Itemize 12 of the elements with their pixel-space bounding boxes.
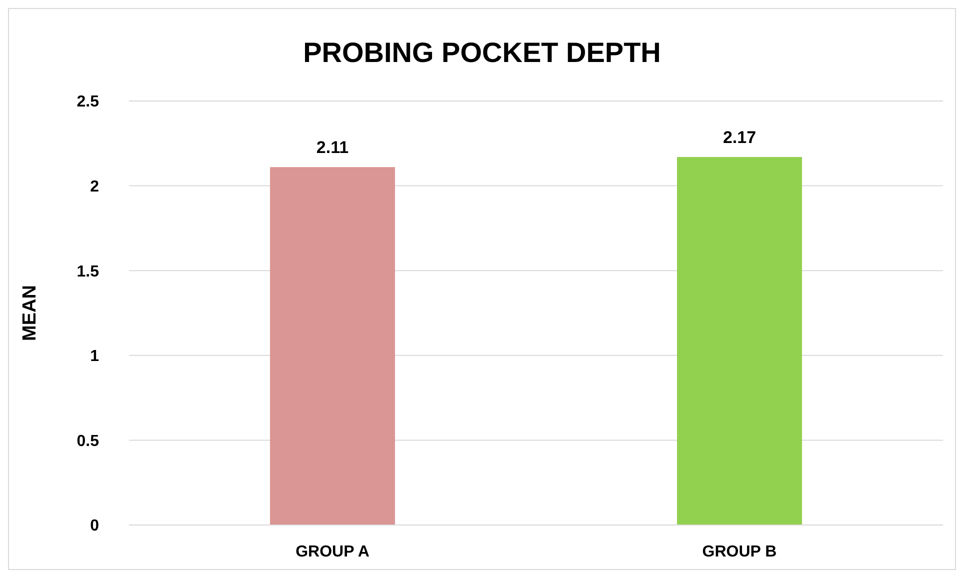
y-tick-label: 1	[90, 348, 100, 366]
y-tick-label: 2.5	[76, 94, 100, 111]
chart-title: PROBING POCKET DEPTH	[302, 36, 662, 70]
y-tick-label: 0.5	[76, 432, 100, 450]
x-tick-label: GROUP B	[702, 543, 777, 560]
data-label: 2.17	[722, 128, 756, 147]
x-tick-label: GROUP A	[296, 543, 370, 560]
data-label: 2.11	[316, 138, 349, 158]
y-tick-label: 1.5	[76, 263, 100, 280]
y-axis-title: MEAN	[20, 285, 41, 341]
y-tick-label: 2	[90, 178, 100, 196]
y-tick-label: 0	[90, 518, 100, 535]
